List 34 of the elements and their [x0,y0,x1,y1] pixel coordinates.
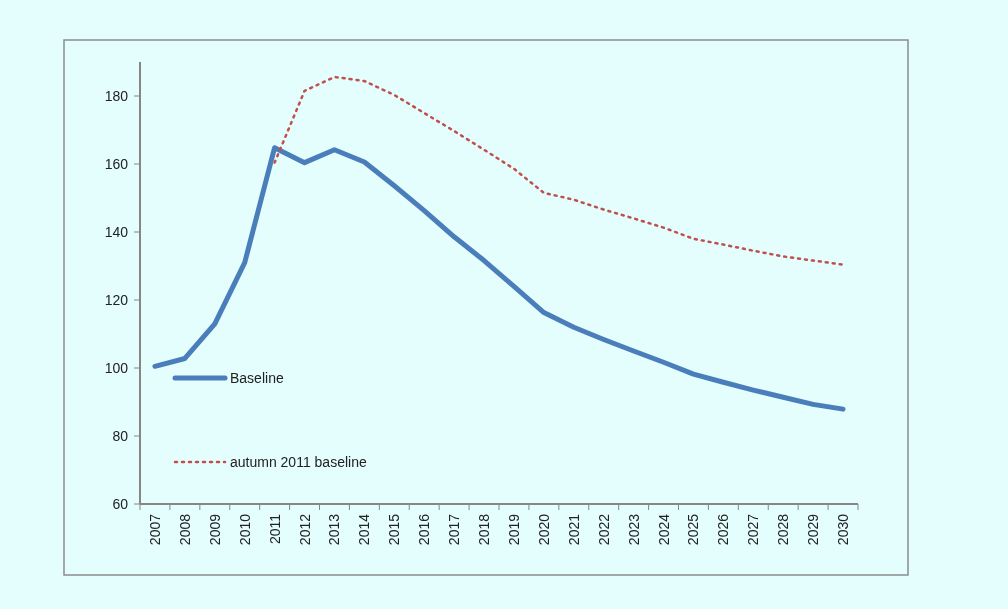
y-tick-label: 60 [112,495,129,512]
y-tick-label: 100 [104,359,129,376]
line-series [273,75,845,266]
y-tick-label: 80 [112,427,129,444]
x-tick-label: 2009 [206,513,223,546]
x-tick-label: 2022 [595,513,612,546]
x-tick-label: 2017 [446,513,463,546]
x-tick-label: 2020 [535,513,552,546]
x-tick-label: 2027 [745,513,762,546]
x-tick-label: 2023 [625,513,642,546]
x-tick-label: 2011 [266,513,283,545]
x-tick-label: 2029 [805,513,822,546]
x-tick-label: 2013 [326,513,343,546]
legend-label: Baseline [230,369,284,386]
x-tick-label: 2007 [146,513,163,546]
x-tick-label: 2010 [236,513,253,546]
y-tick-label: 160 [104,155,129,172]
legend-label: autumn 2011 baseline [230,453,367,470]
x-tick-label: 2030 [835,513,852,546]
x-tick-label: 2015 [386,513,403,546]
x-tick-label: 2025 [685,513,702,546]
x-tick-label: 2018 [476,513,493,546]
y-tick-label: 140 [104,223,129,240]
x-tick-label: 2028 [775,513,792,546]
x-tick-label: 2008 [176,513,193,546]
x-tick-label: 2016 [416,513,433,546]
x-tick-label: 2024 [655,513,672,546]
x-tick-label: 2012 [296,513,313,546]
y-tick-label: 120 [104,291,129,308]
y-tick-label: 180 [104,87,129,104]
x-tick-label: 2019 [505,513,522,546]
x-tick-label: 2026 [715,513,732,546]
x-tick-label: 2014 [356,513,373,546]
x-tick-label: 2021 [565,513,582,546]
